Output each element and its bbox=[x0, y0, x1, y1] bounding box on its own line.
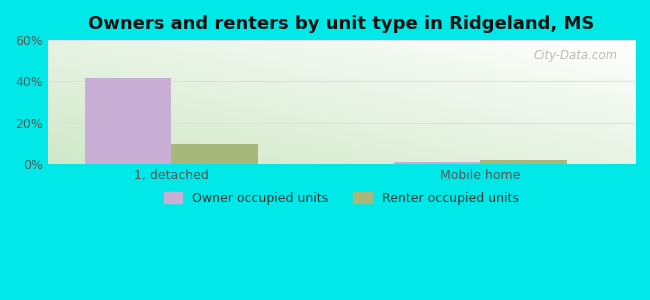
Text: City-Data.com: City-Data.com bbox=[533, 49, 618, 62]
Title: Owners and renters by unit type in Ridgeland, MS: Owners and renters by unit type in Ridge… bbox=[88, 15, 595, 33]
Bar bbox=[172, 143, 258, 164]
Bar bbox=[394, 162, 480, 164]
Bar bbox=[480, 160, 567, 164]
Bar bbox=[85, 78, 172, 164]
Legend: Owner occupied units, Renter occupied units: Owner occupied units, Renter occupied un… bbox=[159, 187, 524, 210]
